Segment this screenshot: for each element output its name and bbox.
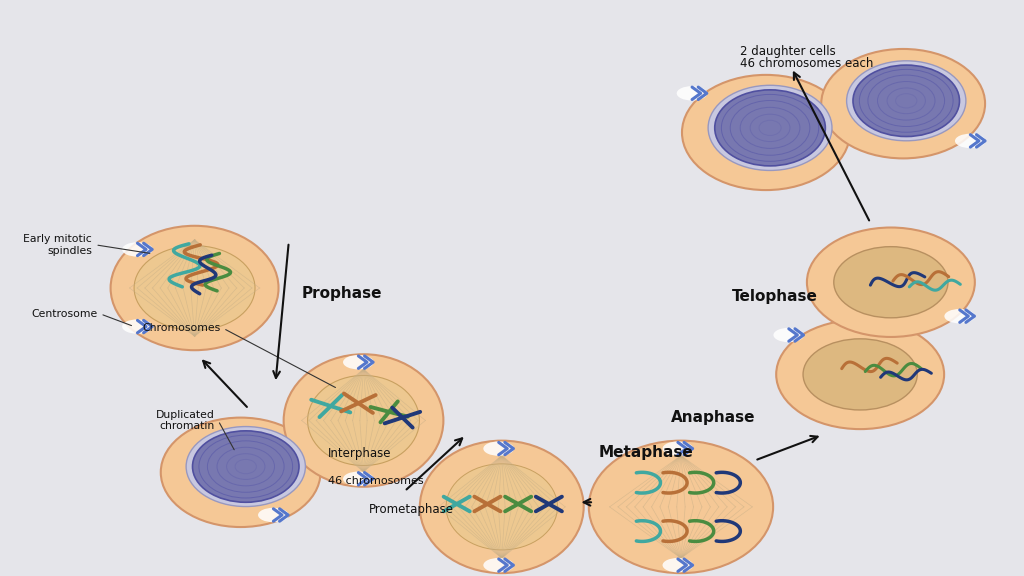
Ellipse shape [955,134,986,148]
Ellipse shape [709,85,831,170]
Text: Prophase: Prophase [302,286,383,301]
Text: 46 chromosomes each: 46 chromosomes each [740,57,873,70]
Text: Telophase: Telophase [732,289,818,304]
Ellipse shape [589,441,773,573]
Ellipse shape [483,441,514,456]
Ellipse shape [853,65,959,137]
Ellipse shape [161,418,321,527]
Ellipse shape [663,558,693,573]
Ellipse shape [186,427,305,506]
Ellipse shape [803,339,918,410]
Ellipse shape [420,441,584,573]
Ellipse shape [284,354,443,487]
Text: Anaphase: Anaphase [671,410,756,425]
Ellipse shape [776,320,944,429]
Ellipse shape [258,508,289,522]
Ellipse shape [122,242,153,257]
Ellipse shape [944,309,975,323]
Text: Prometaphase: Prometaphase [369,503,454,516]
Ellipse shape [677,86,708,100]
Ellipse shape [807,228,975,337]
Ellipse shape [343,472,374,486]
Ellipse shape [773,328,804,342]
Ellipse shape [111,226,279,350]
Ellipse shape [847,61,966,141]
Ellipse shape [821,49,985,158]
Ellipse shape [834,247,948,318]
Ellipse shape [122,319,153,334]
Text: Duplicated
chromatin: Duplicated chromatin [157,410,215,431]
Ellipse shape [682,75,850,190]
Text: Early mitotic
spindles: Early mitotic spindles [24,234,92,256]
Ellipse shape [343,355,374,369]
Ellipse shape [307,376,420,465]
Ellipse shape [446,464,557,550]
Ellipse shape [715,90,825,166]
Ellipse shape [193,431,299,502]
Text: 46 chromosomes: 46 chromosomes [328,476,423,486]
Text: 2 daughter cells: 2 daughter cells [740,46,837,58]
Ellipse shape [663,441,693,456]
Text: Chromosomes: Chromosomes [142,323,220,334]
Text: Interphase: Interphase [328,448,391,460]
Ellipse shape [483,558,514,573]
Text: Centrosome: Centrosome [31,309,97,319]
Text: Metaphase: Metaphase [599,445,694,460]
Ellipse shape [134,246,255,330]
